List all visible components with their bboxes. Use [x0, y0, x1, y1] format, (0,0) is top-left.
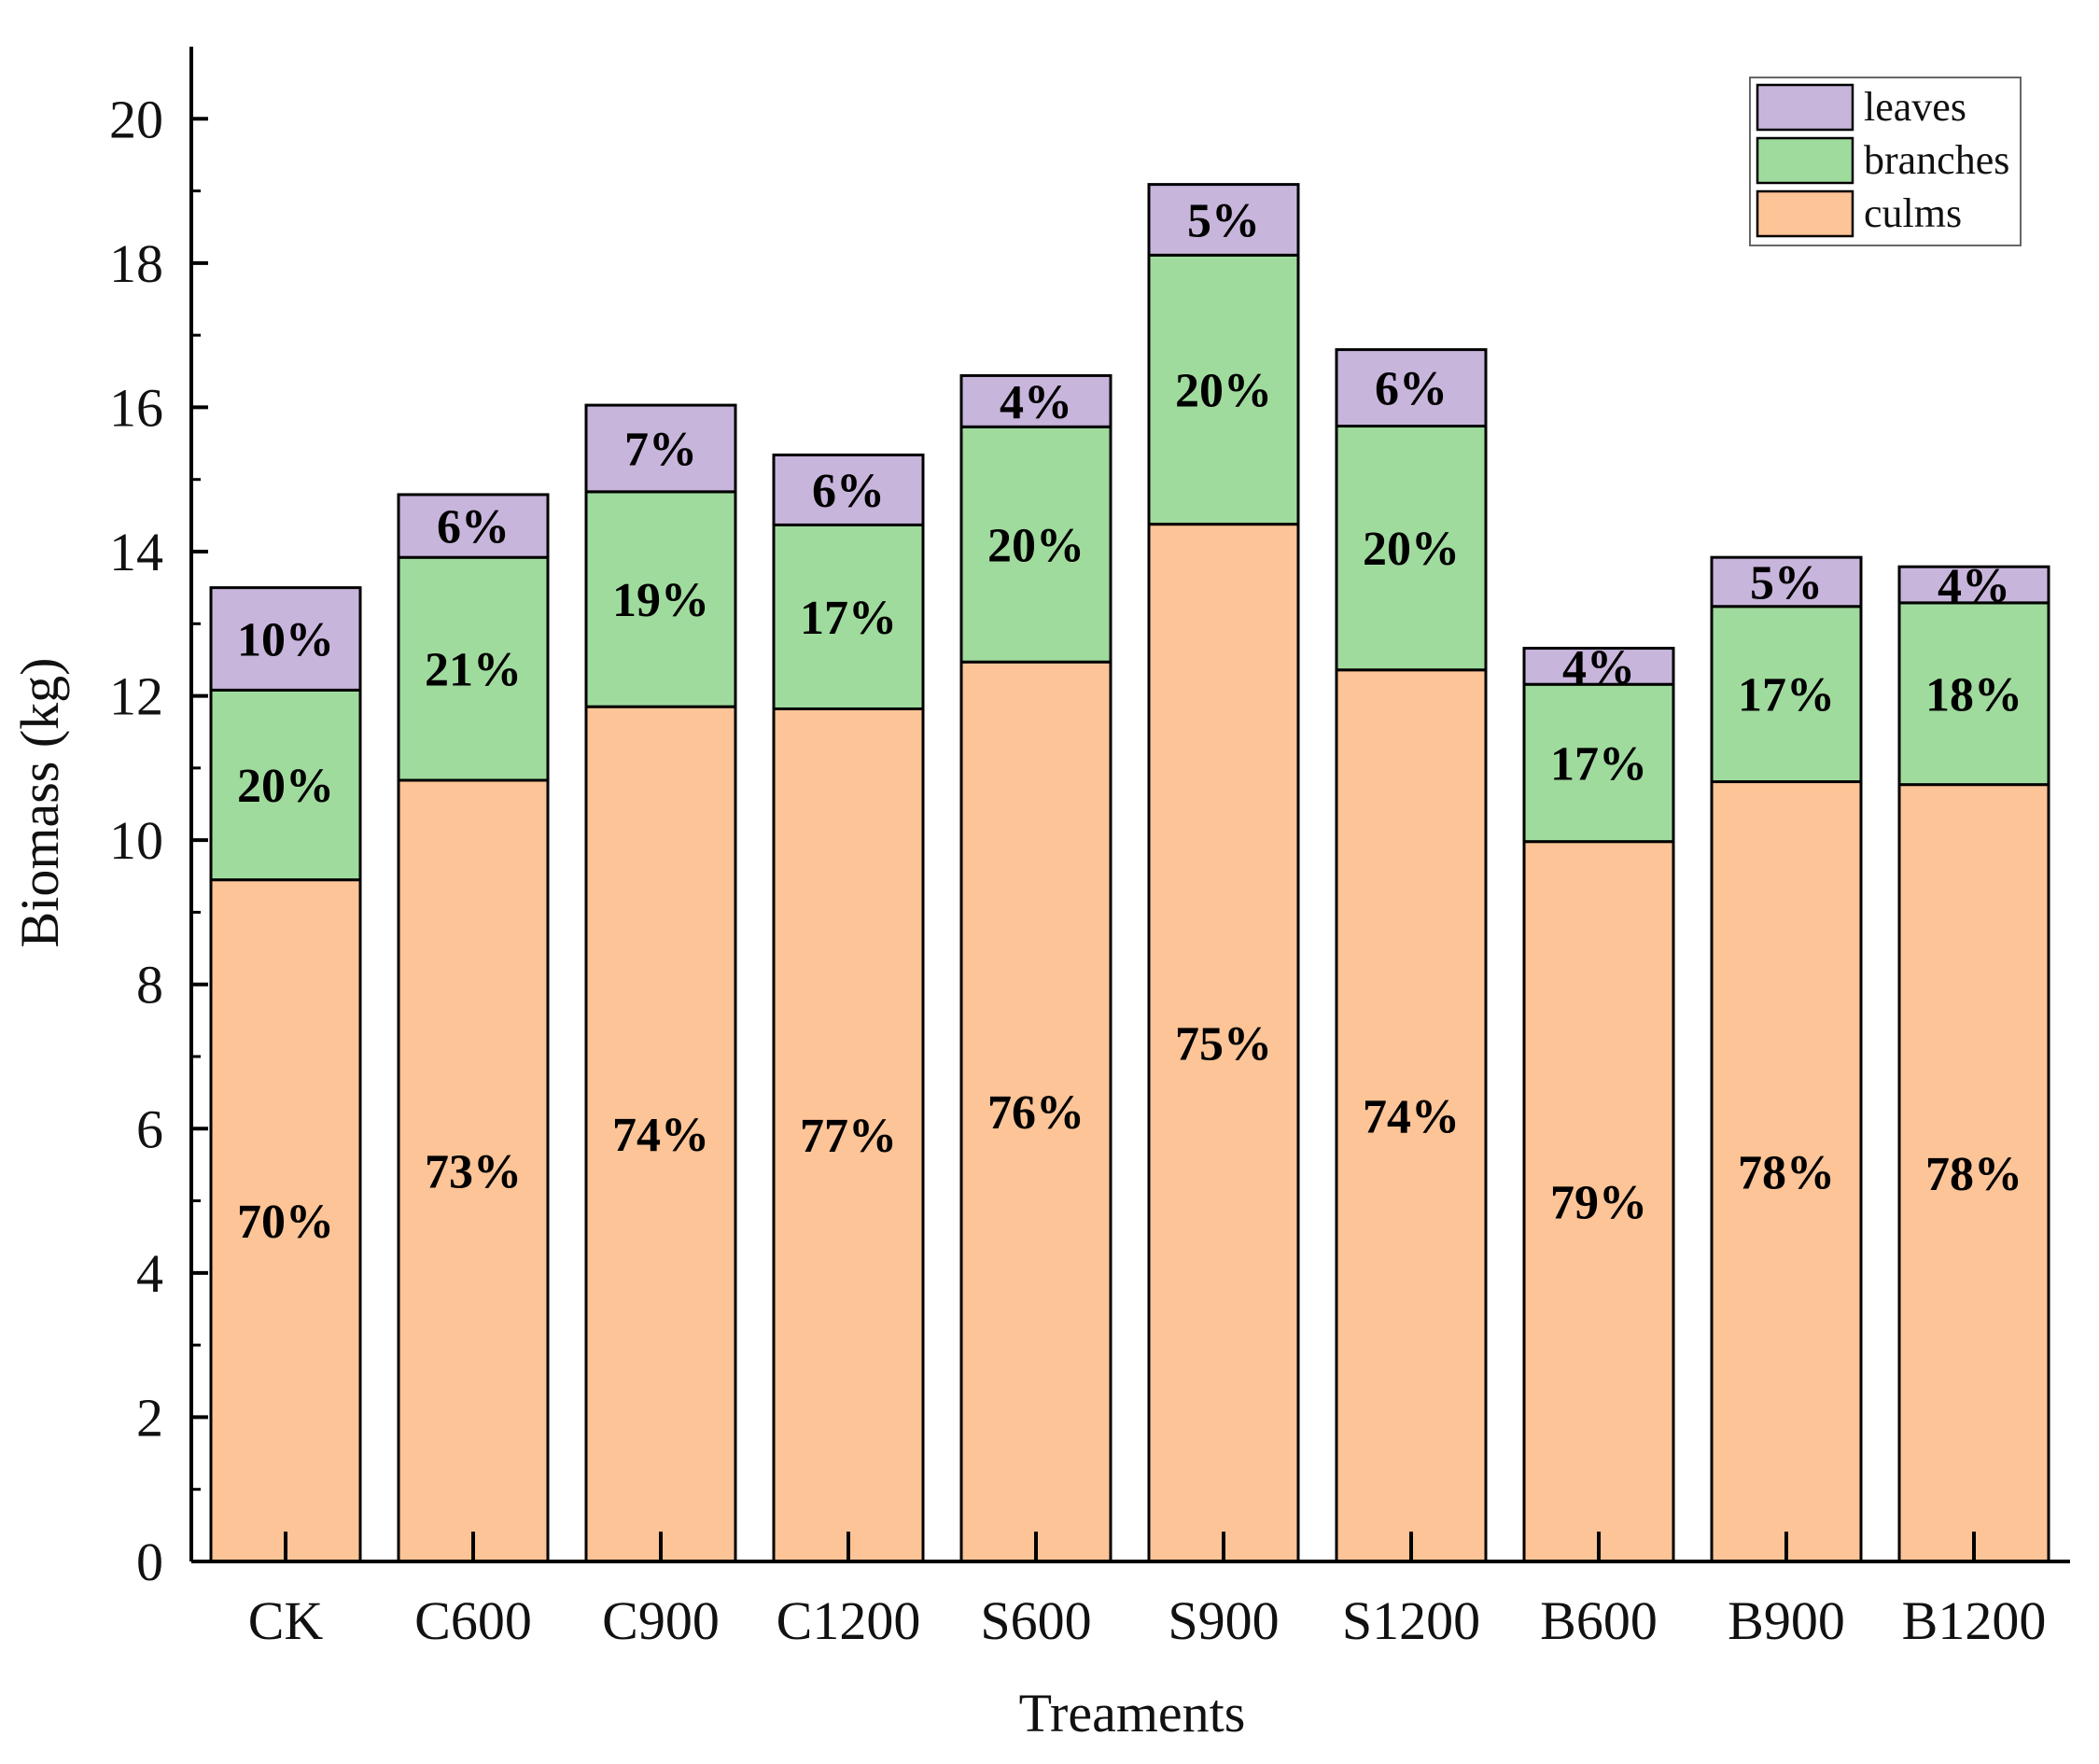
- bar-culms-S600: [959, 660, 1112, 1563]
- data-label-culms-CK: 70%: [237, 1196, 334, 1249]
- data-labels-layer: 70% 20% 10% 73% 21% 6% 74% 19% 7% 77% 17% 6% 76% 20% 4…: [237, 194, 2022, 1248]
- data-label-leaves-C900: 7%: [624, 423, 697, 476]
- y-tick-label: 14: [109, 522, 163, 582]
- legend-swatch-branches: [1756, 136, 1854, 185]
- bar-branches-B600: [1522, 682, 1675, 844]
- data-label-leaves-CK: 10%: [237, 614, 334, 667]
- data-label-culms-B1200: 78%: [1925, 1148, 2022, 1201]
- axes-layer: 0 2 4 6 8 10 12 14 16 18 20 CK C600 C900 C1200 S600 S900…: [109, 47, 2070, 1651]
- data-label-leaves-C1200: 6%: [812, 465, 885, 518]
- data-label-culms-S600: 76%: [987, 1086, 1084, 1140]
- data-label-culms-S900: 75%: [1175, 1017, 1272, 1071]
- x-tick-label-C1200: C1200: [777, 1590, 921, 1651]
- data-label-branches-S600: 20%: [987, 519, 1084, 572]
- legend-label-leaves: leaves: [1864, 84, 1966, 130]
- legend-label-branches: branches: [1864, 137, 2009, 183]
- bar-leaves-S900: [1147, 183, 1300, 257]
- y-tick-label: 16: [109, 377, 163, 438]
- bar-branches-S900: [1147, 253, 1300, 526]
- legend: leaves branches culms: [1749, 77, 2022, 246]
- bar-branches-B900: [1710, 605, 1863, 784]
- x-tick-label-C900: C900: [602, 1590, 720, 1651]
- data-label-leaves-S1200: 6%: [1375, 363, 1448, 416]
- data-label-culms-B600: 79%: [1550, 1176, 1647, 1229]
- data-label-culms-C1200: 77%: [800, 1110, 897, 1163]
- y-tick-label: 12: [109, 666, 163, 727]
- data-label-branches-S1200: 20%: [1363, 523, 1460, 576]
- bar-leaves-S600: [959, 373, 1112, 428]
- data-label-leaves-C600: 6%: [437, 501, 510, 554]
- data-label-branches-B600: 17%: [1550, 737, 1647, 791]
- x-tick-label-S600: S600: [980, 1590, 1091, 1651]
- bar-leaves-C1200: [772, 453, 925, 526]
- y-axis-title: Biomass (kg): [9, 658, 70, 948]
- bar-leaves-C600: [397, 493, 550, 559]
- legend-swatch-culms: [1756, 189, 1854, 238]
- data-label-culms-C900: 74%: [612, 1109, 709, 1162]
- data-label-branches-S900: 20%: [1175, 364, 1272, 417]
- bar-leaves-B1200: [1897, 565, 2050, 605]
- x-tick-label-S900: S900: [1168, 1590, 1279, 1651]
- bar-branches-C600: [397, 555, 550, 782]
- data-label-branches-C600: 21%: [425, 644, 522, 697]
- data-label-culms-S1200: 74%: [1363, 1090, 1460, 1143]
- data-label-leaves-B900: 5%: [1750, 556, 1823, 609]
- data-label-branches-C1200: 17%: [800, 592, 897, 645]
- data-label-leaves-S900: 5%: [1187, 194, 1260, 247]
- y-tick-label: 2: [136, 1387, 163, 1448]
- y-tick-label: 18: [109, 233, 163, 294]
- bar-leaves-S1200: [1335, 348, 1488, 428]
- bar-leaves-C900: [584, 403, 737, 494]
- x-tick-label-B600: B600: [1540, 1590, 1658, 1651]
- y-tick-label: 20: [109, 89, 163, 149]
- data-label-leaves-B1200: 4%: [1938, 560, 2010, 613]
- legend-label-culms: culms: [1864, 190, 1962, 236]
- bar-leaves-B600: [1522, 647, 1675, 686]
- bar-culms-C1200: [772, 707, 925, 1563]
- bar-branches-S1200: [1335, 425, 1488, 672]
- bar-culms-B900: [1710, 780, 1863, 1563]
- y-tick-label: 6: [136, 1099, 163, 1159]
- x-tick-label-CK: CK: [248, 1590, 324, 1651]
- y-tick-label: 4: [136, 1243, 163, 1304]
- y-tick-label: 0: [136, 1532, 163, 1592]
- bar-leaves-CK: [209, 586, 362, 692]
- bar-leaves-B900: [1710, 555, 1863, 609]
- x-tick-label-S1200: S1200: [1342, 1590, 1480, 1651]
- bar-culms-S1200: [1335, 668, 1488, 1563]
- data-label-branches-CK: 20%: [237, 760, 334, 813]
- y-tick-label: 8: [136, 955, 163, 1015]
- x-axis-title: Treaments: [1019, 1683, 1246, 1743]
- data-label-leaves-S600: 4%: [1000, 376, 1072, 429]
- bar-culms-CK: [209, 878, 362, 1563]
- x-tick-label-B900: B900: [1728, 1590, 1845, 1651]
- data-label-culms-C600: 73%: [425, 1145, 522, 1198]
- data-label-culms-B900: 78%: [1738, 1146, 1835, 1199]
- bar-branches-CK: [209, 688, 362, 882]
- bar-branches-B1200: [1897, 601, 2050, 787]
- x-tick-label-B1200: B1200: [1902, 1590, 2047, 1651]
- data-label-branches-B900: 17%: [1738, 669, 1835, 722]
- data-label-branches-B1200: 18%: [1925, 668, 2022, 721]
- bar-culms-C600: [397, 778, 550, 1563]
- bar-branches-C1200: [772, 523, 925, 710]
- x-tick-label-C600: C600: [414, 1590, 532, 1651]
- data-label-branches-C900: 19%: [612, 574, 709, 627]
- y-tick-label: 10: [109, 810, 163, 871]
- bar-culms-S900: [1147, 523, 1300, 1563]
- bars-layer: [209, 183, 2050, 1563]
- legend-swatch-leaves: [1756, 83, 1854, 132]
- data-label-leaves-B600: 4%: [1562, 641, 1635, 694]
- bar-culms-B1200: [1897, 783, 2050, 1563]
- bar-branches-C900: [584, 490, 737, 708]
